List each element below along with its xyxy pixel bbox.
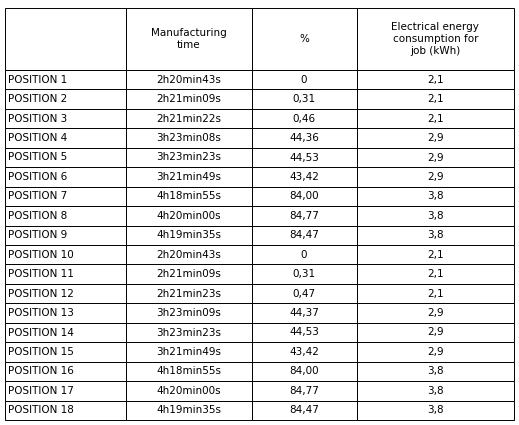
- Text: 4h18min55s: 4h18min55s: [156, 366, 221, 377]
- Text: 3,8: 3,8: [427, 211, 444, 221]
- Text: 84,00: 84,00: [289, 366, 319, 377]
- Text: 2,9: 2,9: [427, 153, 444, 162]
- Text: POSITION 18: POSITION 18: [8, 405, 74, 415]
- Text: 3h21min49s: 3h21min49s: [156, 347, 221, 357]
- Text: 2,9: 2,9: [427, 308, 444, 318]
- Text: 2,9: 2,9: [427, 133, 444, 143]
- Text: 0,46: 0,46: [293, 113, 316, 124]
- Text: 2h21min09s: 2h21min09s: [156, 269, 221, 279]
- Text: 44,53: 44,53: [289, 328, 319, 337]
- Text: POSITION 14: POSITION 14: [8, 328, 74, 337]
- Text: 44,36: 44,36: [289, 133, 319, 143]
- Text: POSITION 5: POSITION 5: [8, 153, 67, 162]
- Text: POSITION 1: POSITION 1: [8, 75, 67, 85]
- Text: 84,00: 84,00: [289, 191, 319, 201]
- Text: 3h23min23s: 3h23min23s: [156, 328, 221, 337]
- Text: POSITION 3: POSITION 3: [8, 113, 67, 124]
- Text: POSITION 17: POSITION 17: [8, 386, 74, 396]
- Text: 44,53: 44,53: [289, 153, 319, 162]
- Text: 84,77: 84,77: [289, 386, 319, 396]
- Text: 4h20min00s: 4h20min00s: [156, 386, 221, 396]
- Text: POSITION 2: POSITION 2: [8, 94, 67, 104]
- Text: 4h20min00s: 4h20min00s: [156, 211, 221, 221]
- Text: 3,8: 3,8: [427, 191, 444, 201]
- Text: 0,31: 0,31: [293, 94, 316, 104]
- Text: 3,8: 3,8: [427, 386, 444, 396]
- Text: 2h21min23s: 2h21min23s: [156, 289, 221, 299]
- Text: POSITION 15: POSITION 15: [8, 347, 74, 357]
- Text: 2,1: 2,1: [427, 113, 444, 124]
- Text: 84,77: 84,77: [289, 211, 319, 221]
- Text: 0,47: 0,47: [293, 289, 316, 299]
- Text: 2h20min43s: 2h20min43s: [156, 75, 221, 85]
- Text: 2,1: 2,1: [427, 289, 444, 299]
- Text: POSITION 12: POSITION 12: [8, 289, 74, 299]
- Text: 3h23min09s: 3h23min09s: [156, 308, 221, 318]
- Text: 84,47: 84,47: [289, 405, 319, 415]
- Text: 4h19min35s: 4h19min35s: [156, 230, 221, 240]
- Text: 2h20min43s: 2h20min43s: [156, 250, 221, 260]
- Text: POSITION 16: POSITION 16: [8, 366, 74, 377]
- Text: 3,8: 3,8: [427, 230, 444, 240]
- Text: 0: 0: [301, 250, 307, 260]
- Text: 4h18min55s: 4h18min55s: [156, 191, 221, 201]
- Text: POSITION 10: POSITION 10: [8, 250, 74, 260]
- Text: 0,31: 0,31: [293, 269, 316, 279]
- Text: POSITION 11: POSITION 11: [8, 269, 74, 279]
- Text: 2,1: 2,1: [427, 250, 444, 260]
- Text: POSITION 6: POSITION 6: [8, 172, 67, 182]
- Text: 4h19min35s: 4h19min35s: [156, 405, 221, 415]
- Text: POSITION 8: POSITION 8: [8, 211, 67, 221]
- Text: 0: 0: [301, 75, 307, 85]
- Text: 2h21min22s: 2h21min22s: [156, 113, 221, 124]
- Text: Electrical energy
consumption for
job (kWh): Electrical energy consumption for job (k…: [391, 23, 479, 56]
- Text: POSITION 9: POSITION 9: [8, 230, 67, 240]
- Text: POSITION 13: POSITION 13: [8, 308, 74, 318]
- Text: 2,1: 2,1: [427, 269, 444, 279]
- Text: 3h23min08s: 3h23min08s: [156, 133, 221, 143]
- Text: 2,9: 2,9: [427, 347, 444, 357]
- Text: 44,37: 44,37: [289, 308, 319, 318]
- Text: 84,47: 84,47: [289, 230, 319, 240]
- Text: 3h21min49s: 3h21min49s: [156, 172, 221, 182]
- Text: 43,42: 43,42: [289, 347, 319, 357]
- Text: 2,1: 2,1: [427, 94, 444, 104]
- Text: %: %: [299, 34, 309, 44]
- Text: 43,42: 43,42: [289, 172, 319, 182]
- Text: 3,8: 3,8: [427, 405, 444, 415]
- Text: POSITION 4: POSITION 4: [8, 133, 67, 143]
- Text: POSITION 7: POSITION 7: [8, 191, 67, 201]
- Text: 2h21min09s: 2h21min09s: [156, 94, 221, 104]
- Text: Manufacturing
time: Manufacturing time: [151, 28, 226, 50]
- Text: 2,9: 2,9: [427, 172, 444, 182]
- Text: 2,1: 2,1: [427, 75, 444, 85]
- Text: 3h23min23s: 3h23min23s: [156, 153, 221, 162]
- Text: 3,8: 3,8: [427, 366, 444, 377]
- Text: 2,9: 2,9: [427, 328, 444, 337]
